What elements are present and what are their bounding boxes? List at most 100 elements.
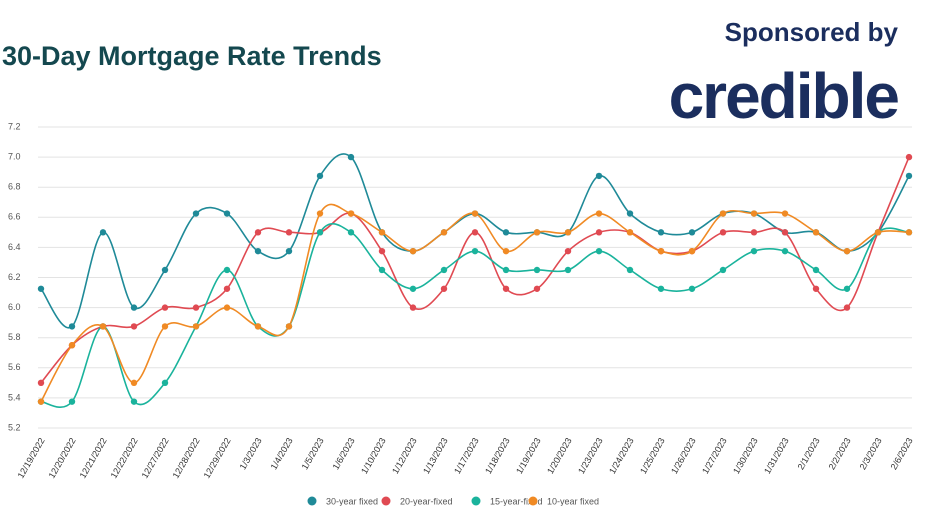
point <box>68 323 76 330</box>
point <box>285 247 293 255</box>
x-tick-label: 1/27/2023 <box>700 436 729 476</box>
point <box>502 229 510 236</box>
point <box>905 172 913 180</box>
point <box>812 229 820 236</box>
point <box>533 266 541 274</box>
point <box>750 229 758 236</box>
legend-swatch <box>471 496 481 506</box>
point <box>471 247 479 255</box>
point <box>254 229 262 236</box>
point <box>595 210 603 217</box>
y-tick-label: 5.2 <box>8 422 21 432</box>
legend-label: 20-year-fixed <box>400 496 453 506</box>
x-tick-label: 1/30/2023 <box>731 436 760 476</box>
point <box>99 229 107 236</box>
point <box>626 266 634 274</box>
series-line <box>40 223 910 408</box>
x-tick-label: 12/19/2022 <box>16 436 47 480</box>
point <box>905 229 913 236</box>
point <box>440 229 448 236</box>
x-tick-label: 1/18/2023 <box>483 436 512 476</box>
x-tick-label: 1/25/2023 <box>638 436 667 476</box>
point <box>192 323 200 330</box>
x-tick-label: 12/29/2022 <box>202 436 233 480</box>
legend-label: 10-year fixed <box>547 496 599 506</box>
point <box>285 229 293 236</box>
point <box>440 266 448 274</box>
point <box>471 229 479 236</box>
series-line <box>40 153 910 329</box>
y-tick-label: 6.0 <box>8 302 21 312</box>
point <box>502 266 510 274</box>
point <box>688 285 696 292</box>
point <box>781 210 789 217</box>
point <box>68 342 76 349</box>
x-tick-label: 1/23/2023 <box>576 436 605 476</box>
point <box>192 304 200 311</box>
point <box>316 229 324 236</box>
point <box>316 172 324 180</box>
point <box>347 210 355 217</box>
point <box>843 285 851 292</box>
point <box>130 379 138 387</box>
point <box>564 266 572 274</box>
point <box>812 266 820 274</box>
x-tick-label: 1/4/2023 <box>269 436 295 471</box>
point <box>99 323 107 330</box>
x-tick-label: 1/13/2023 <box>421 436 450 476</box>
point <box>223 304 231 311</box>
point <box>409 304 417 311</box>
y-tick-label: 7.2 <box>8 121 21 131</box>
x-tick-label: 1/17/2023 <box>452 436 481 476</box>
point <box>130 304 138 311</box>
y-tick-label: 6.4 <box>8 242 21 252</box>
point <box>254 323 262 330</box>
point <box>223 266 231 274</box>
x-tick-label: 2/3/2023 <box>858 436 884 471</box>
y-tick-label: 5.4 <box>8 392 21 402</box>
x-tick-label: 2/2/2023 <box>827 436 853 471</box>
x-tick-label: 1/20/2023 <box>545 436 574 476</box>
legend-label: 30-year fixed <box>326 496 378 506</box>
point <box>719 266 727 274</box>
x-tick-label: 1/6/2023 <box>331 436 357 471</box>
point <box>626 229 634 236</box>
point <box>626 210 634 217</box>
point <box>595 247 603 255</box>
point <box>595 229 603 236</box>
point <box>564 247 572 255</box>
point <box>440 285 448 292</box>
sponsor-logo: credible <box>669 60 899 132</box>
point <box>719 210 727 217</box>
point <box>223 210 231 217</box>
x-tick-label: 12/27/2022 <box>140 436 171 480</box>
point <box>347 153 355 161</box>
point <box>564 229 572 236</box>
x-tick-label: 1/19/2023 <box>514 436 543 476</box>
y-tick-label: 7.0 <box>8 151 21 161</box>
point <box>719 229 727 236</box>
y-tick-label: 6.6 <box>8 212 21 222</box>
x-tick-label: 12/21/2022 <box>78 436 109 480</box>
point <box>37 379 45 387</box>
point <box>161 304 169 311</box>
point <box>688 229 696 236</box>
x-tick-label: 12/28/2022 <box>171 436 202 480</box>
point <box>378 247 386 255</box>
point <box>874 229 882 236</box>
point <box>223 285 231 292</box>
point <box>657 229 665 236</box>
x-tick-label: 1/26/2023 <box>669 436 698 476</box>
point <box>409 285 417 292</box>
x-tick-label: 2/6/2023 <box>889 436 915 471</box>
y-tick-label: 5.8 <box>8 332 21 342</box>
point <box>750 247 758 255</box>
point <box>688 247 696 255</box>
point <box>657 285 665 292</box>
legend-label: 15-year-fixed <box>490 496 543 506</box>
point <box>192 210 200 217</box>
point <box>905 153 913 161</box>
point <box>502 247 510 255</box>
y-tick-label: 6.2 <box>8 272 21 282</box>
